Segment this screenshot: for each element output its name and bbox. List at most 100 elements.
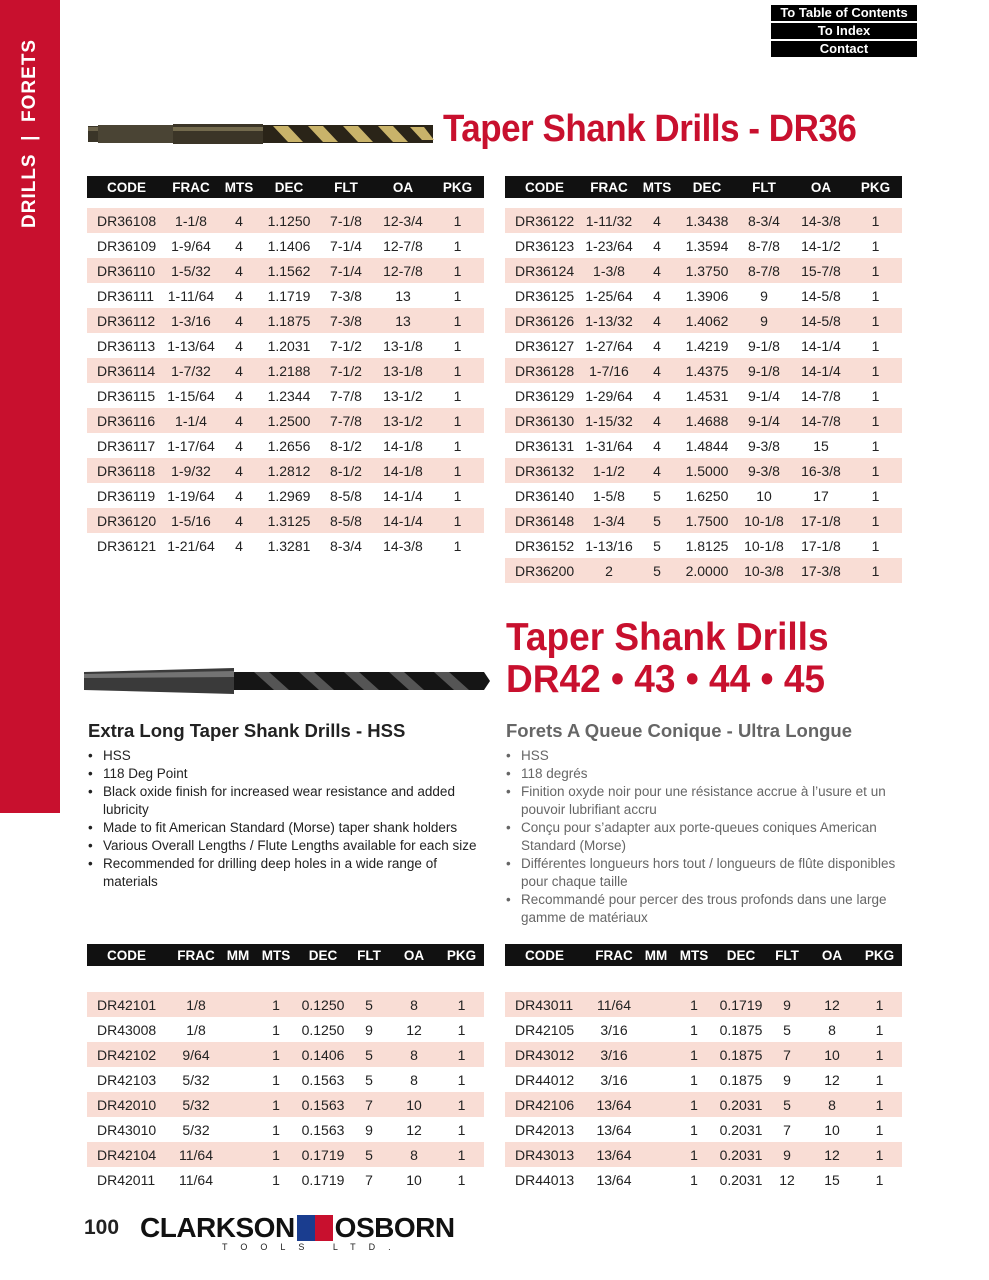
table-cell: 1.5000: [679, 458, 735, 483]
column-header: OA: [793, 176, 849, 198]
table-cell: 1-1/4: [165, 408, 217, 433]
table-cell: 1: [673, 1042, 715, 1067]
table-cell: DR36130: [505, 408, 583, 433]
table-cell: 1: [871, 437, 880, 454]
table-cell: 8-5/8: [317, 508, 375, 533]
page-title-dr42: Taper Shank Drills DR42 • 43 • 44 • 45: [506, 617, 829, 701]
column-header: DEC: [715, 944, 767, 966]
table-cell: DR36115: [97, 387, 156, 404]
table-cell: [639, 1067, 673, 1092]
table-cell: 1: [453, 437, 462, 454]
table-cell: 1-17/64: [167, 437, 215, 454]
table-cell: 1: [255, 1042, 297, 1067]
table-cell: 1.2656: [267, 437, 311, 454]
french-bullets: HSS118 degrésFinition oxyde noir pour un…: [506, 747, 896, 927]
table-cell: 1: [453, 237, 462, 254]
table-row: DR36123 1-23/64 4 1.3594 8-7/8 14-1/2 1: [505, 233, 902, 258]
table-cell: 1: [857, 1042, 902, 1067]
table-cell: 17-1/8: [801, 537, 841, 554]
table-cell: 13-1/2: [383, 387, 423, 404]
table-cell: [639, 1092, 673, 1117]
table-cell: 5/32: [171, 1092, 221, 1117]
table-cell: 1: [272, 1021, 280, 1038]
bullet-item: HSS: [88, 747, 493, 765]
table-cell: 11/64: [171, 1142, 221, 1167]
table-cell: [221, 1067, 255, 1092]
column-header: FLT: [735, 176, 793, 198]
table-cell: 14-1/4: [375, 508, 431, 533]
table-cell: 2.0000: [679, 558, 735, 583]
table-cell: 5: [653, 537, 661, 554]
table-cell: DR44013: [515, 1171, 575, 1188]
column-header: OA: [389, 944, 439, 966]
table-cell: 10-3/8: [735, 558, 793, 583]
table-cell: 8-5/8: [330, 487, 362, 504]
column-header: FRAC: [171, 944, 221, 966]
toc-link[interactable]: To Table of Contents: [771, 5, 917, 21]
table-cell: 1: [690, 1071, 698, 1088]
table-cell: 14-7/8: [793, 408, 849, 433]
table-cell: 1: [857, 1142, 902, 1167]
table-cell: 1: [849, 358, 902, 383]
table-cell: 0.2031: [715, 1092, 767, 1117]
column-header: CODE: [87, 944, 171, 966]
table-cell: DR36110: [87, 258, 165, 283]
index-link[interactable]: To Index: [771, 23, 917, 39]
bullet-item: Recommandé pour percer des trous profond…: [506, 891, 896, 927]
table-cell: 13: [375, 308, 431, 333]
table-cell: 15: [824, 1171, 840, 1188]
table-cell: [221, 1042, 255, 1067]
table-cell: 11/64: [589, 992, 639, 1017]
table-cell: DR36148: [505, 508, 583, 533]
table-cell: 1: [457, 1071, 466, 1088]
table-row: DR36124 1-3/8 4 1.3750 8-7/8 15-7/8 1: [505, 258, 902, 283]
table-cell: 15-7/8: [793, 258, 849, 283]
table-cell: 17: [813, 487, 829, 504]
table-cell: 13: [395, 287, 411, 304]
table-cell: 1: [871, 237, 880, 254]
table-cell: 1.6250: [685, 487, 729, 504]
table-cell: 1-13/16: [585, 537, 633, 554]
table-cell: [639, 1017, 673, 1042]
column-header: DEC: [679, 176, 735, 198]
table-cell: DR36123: [515, 237, 575, 254]
dr42-drill-image: [84, 668, 490, 694]
table-cell: DR36113: [97, 337, 156, 354]
table-cell: 1-25/64: [585, 287, 633, 304]
table-cell: 4: [635, 458, 679, 483]
bullet-item: Finition oxyde noir pour une résistance …: [506, 783, 896, 819]
table-cell: [639, 992, 673, 1017]
table-cell: DR42106: [505, 1092, 589, 1117]
english-bullets: HSS118 Deg PointBlack oxide finish for i…: [88, 747, 493, 891]
table-cell: DR36119: [97, 487, 156, 504]
table-cell: 1.4062: [679, 308, 735, 333]
table-cell: 0.1250: [301, 1021, 345, 1038]
column-header: PKG: [849, 176, 902, 198]
table-cell: 1: [255, 1092, 297, 1117]
table-cell: 0.1875: [719, 1071, 763, 1088]
table-cell: 1: [431, 308, 484, 333]
table-cell: 7-1/2: [317, 358, 375, 383]
table-cell: 1.3438: [679, 208, 735, 233]
table-cell: 14-5/8: [801, 287, 841, 304]
table-cell: 0.2031: [719, 1121, 763, 1138]
table-cell: 1.3906: [685, 287, 729, 304]
table-row: DR36109 1-9/64 4 1.1406 7-1/4 12-7/8 1: [87, 233, 484, 258]
column-header: MTS: [217, 176, 261, 198]
dr42-table-right: CODE FRAC MM MTS DEC FLT OA PKG DR43011 11/64 1 0.1…: [505, 944, 902, 1192]
bullet-item: 118 degrés: [506, 765, 896, 783]
table-cell: 5: [349, 1142, 389, 1167]
table-cell: DR43013: [505, 1142, 589, 1167]
table-row: DR36122 1-11/32 4 1.3438 8-3/4 14-3/8 1: [505, 208, 902, 233]
table-cell: 1: [690, 1021, 698, 1038]
table-cell: 12-3/4: [375, 208, 431, 233]
table-cell: 13-1/8: [375, 358, 431, 383]
table-cell: 1.3125: [261, 508, 317, 533]
table-cell: 9: [365, 1121, 373, 1138]
dr42-table-left: CODE FRAC MM MTS DEC FLT OA PKG DR42101 1/8 1 0.125…: [87, 944, 484, 1192]
contact-link[interactable]: Contact: [771, 41, 917, 57]
table-cell: 17-3/8: [793, 558, 849, 583]
table-cell: 1.1562: [261, 258, 317, 283]
table-row: DR43012 3/16 1 0.1875 7 10 1: [505, 1042, 902, 1067]
table-row: DR42103 5/32 1 0.1563 5 8 1: [87, 1067, 484, 1092]
